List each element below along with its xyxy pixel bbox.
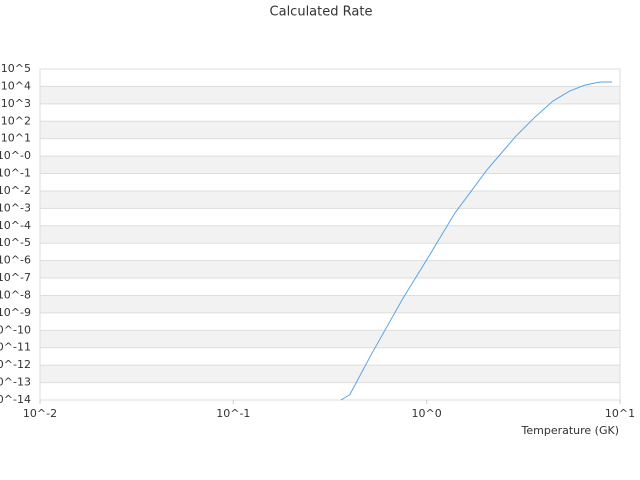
plot-border	[39, 68, 621, 401]
grid-band	[40, 295, 620, 313]
y-tick-label: 10^4	[1, 79, 31, 92]
grid-band	[40, 156, 620, 174]
y-tick-label: 10^-8	[0, 288, 31, 301]
grid-band	[40, 365, 620, 383]
x-tick-label: 10^-2	[23, 407, 57, 420]
y-tick-label: 10^-13	[0, 376, 31, 389]
grid-band	[40, 260, 620, 279]
x-tick-label: 10^0	[412, 407, 442, 420]
x-axis-label: Temperature (GK)	[521, 424, 620, 437]
y-tick-label: 10^-10	[0, 323, 31, 336]
y-tick-label: 10^-5	[0, 236, 31, 249]
data-line	[340, 81, 613, 401]
y-tick-label: 10^-12	[0, 358, 31, 371]
y-tick-label: 10^2	[1, 114, 31, 127]
grid-band	[40, 330, 620, 348]
y-tick-label: 10^-14	[0, 393, 31, 406]
y-tick-label: 10^-2	[0, 184, 31, 197]
y-tick-label: 10^-6	[0, 254, 31, 267]
grid-band	[40, 121, 620, 139]
y-tick-label: 10^-1	[0, 167, 31, 180]
x-tick-label: 10^1	[605, 407, 635, 420]
y-tick-label: 10^-11	[0, 341, 31, 354]
y-tick-label: 10^-3	[0, 201, 31, 214]
y-tick-label: 10^-9	[0, 306, 31, 319]
grid-band	[40, 86, 620, 104]
chart-title: Calculated Rate	[270, 5, 373, 20]
y-tick-label: 10^5	[1, 62, 31, 75]
x-tick-label: 10^-1	[216, 407, 250, 420]
y-tick-label: 10^3	[1, 97, 31, 110]
y-tick-label: 10^-0	[0, 149, 31, 162]
grid-band	[40, 190, 620, 209]
y-tick-label: 10^-4	[0, 219, 31, 232]
grid-band	[40, 225, 620, 244]
y-tick-label: 10^-7	[0, 271, 31, 284]
y-tick-label: 10^1	[1, 132, 31, 145]
